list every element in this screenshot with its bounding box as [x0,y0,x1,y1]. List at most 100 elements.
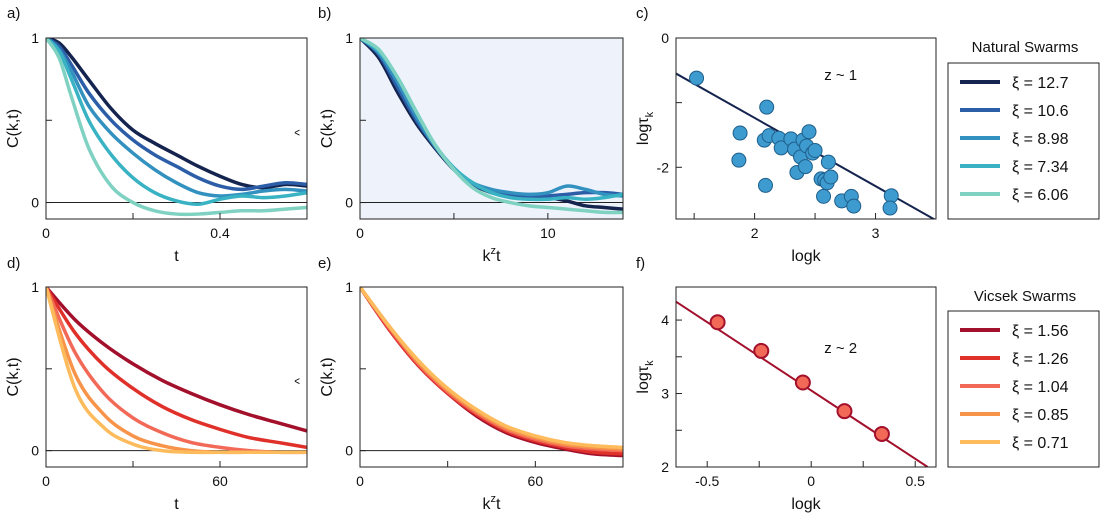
x-tick-label-1: 0 [807,473,815,489]
x-tick-label-1: 3 [872,225,880,241]
panel-2: c) z ~ 1 2 3 0 -2 logk logτk [635,5,937,265]
series-line-2 [360,38,623,198]
data-point-4 [873,425,890,442]
series-line-2 [46,38,307,198]
plot-area [676,70,936,219]
axes-frame [675,286,937,468]
axes-frame [359,286,624,468]
panel-0: a) 0 0.4 0 1 t C(k,t) ^ [5,5,308,265]
y-tick-label-1: 1 [31,30,39,46]
data-point-1 [753,342,770,359]
legend-entry-0: ξ = 12.7 [1012,75,1069,92]
x-axis-label: kzt [483,493,502,513]
y-tick-label-1: -2 [657,159,670,175]
data-point-15 [807,142,823,158]
series-line-0 [46,287,307,433]
panel-5: f) z ~ 2 -0.5 0 0.5 2 3 4 logk logτk [635,255,937,513]
panel-4: e) 0 60 0 1 kzt C(k,t) ^ [292,255,624,513]
y-axis-label: C(k,t) [319,109,336,148]
data-point-0 [709,314,726,331]
y-axis-label: C(k,t) [5,357,22,396]
x-axis-label: kzt [483,245,502,265]
y-axis-label: logτk [635,111,656,145]
series-line-2 [46,287,307,455]
series-line-4 [360,287,623,450]
hat-accent: ^ [292,129,307,136]
data-point-17 [797,159,813,175]
legend-box [947,310,1100,468]
plot-area [360,287,623,458]
x-axis-label: logk [791,248,821,265]
series-line-4 [46,287,307,455]
legend-vicsek-swarms: Vicsek Swarms ξ = 1.56 ξ = 1.26 ξ = 1.04 ξ =… [947,288,1100,468]
x-axis-label: t [174,496,179,513]
panel-label: f) [636,255,645,272]
data-point-26 [846,198,862,214]
x-tick-label-0: 0 [42,473,50,489]
x-tick-label-1: 10 [540,225,556,241]
annotation: z ~ 2 [824,340,857,357]
series-line-1 [360,287,623,456]
panel-label: c) [636,5,649,22]
x-tick-label-0: -0.5 [695,473,719,489]
legend-entry-1: ξ = 10.6 [1012,103,1069,120]
legend-entry-4: ξ = 0.71 [1012,435,1069,452]
legend-entry-1: ξ = 1.26 [1012,351,1069,368]
y-axis-label: C(k,t) [5,109,22,148]
x-tick-label-0: 0 [356,473,364,489]
data-point-3 [759,99,775,115]
y-axis-label: logτk [635,360,656,394]
panel-label: a) [7,5,20,22]
x-tick-label-1: 0.4 [210,225,230,241]
plot-area [676,300,929,467]
data-point-22 [820,154,836,170]
y-tick-label-2: 4 [661,312,669,328]
legend-entry-3: ξ = 7.34 [1012,159,1069,176]
y-tick-label-0: 0 [345,195,353,211]
legend-entry-2: ξ = 8.98 [1012,131,1069,148]
y-tick-label-1: 1 [345,279,353,295]
data-point-29 [757,177,773,193]
annotation: z ~ 1 [824,67,857,84]
x-tick-label-0: 2 [751,225,759,241]
legend-title: Natural Swarms [972,39,1079,56]
x-tick-label-0: 0 [42,225,50,241]
y-tick-label-1: 1 [345,30,353,46]
legend-entry-2: ξ = 1.04 [1012,379,1069,396]
y-tick-label-1: 1 [31,279,39,295]
series-line-0 [360,287,623,458]
legend-entry-0: ξ = 1.56 [1012,323,1069,340]
series-line-1 [46,38,307,192]
plot-area [46,287,307,455]
panel-label: e) [318,255,331,272]
y-tick-label-0: 2 [661,459,669,475]
legend-natural-swarms: Natural Swarms ξ = 12.7 ξ = 10.6 ξ = 8.98 ξ … [947,39,1100,220]
legend-entry-4: ξ = 6.06 [1012,187,1069,204]
panel-label: d) [7,255,20,272]
y-tick-label-0: 0 [661,30,669,46]
x-tick-label-1: 60 [528,473,544,489]
legend-box [947,62,1100,220]
data-point-28 [882,200,898,216]
x-axis-label: t [174,248,179,265]
data-point-2 [731,152,747,168]
legend-entry-3: ξ = 0.85 [1012,407,1069,424]
y-axis-label: C(k,t) [319,357,336,396]
panel-1: b) 0 10 0 1 kzt C(k,t) ^ [292,5,624,265]
y-tick-label-0: 0 [31,443,39,459]
hat-accent: ^ [292,377,307,384]
axes-frame [359,37,624,220]
series-line-1 [46,287,307,450]
data-point-2 [794,374,811,391]
panel-3: d) 0 60 0 1 t C(k,t) ^ [5,255,308,513]
axes-frame [45,286,308,468]
x-tick-label-2: 0.5 [905,473,925,489]
data-point-12 [801,124,817,140]
x-tick-label-1: 60 [212,473,228,489]
x-axis-label: logk [791,496,821,513]
y-tick-label-0: 0 [345,443,353,459]
data-point-23 [816,188,832,204]
series-line-4 [360,38,623,215]
series-line-4 [46,38,307,217]
